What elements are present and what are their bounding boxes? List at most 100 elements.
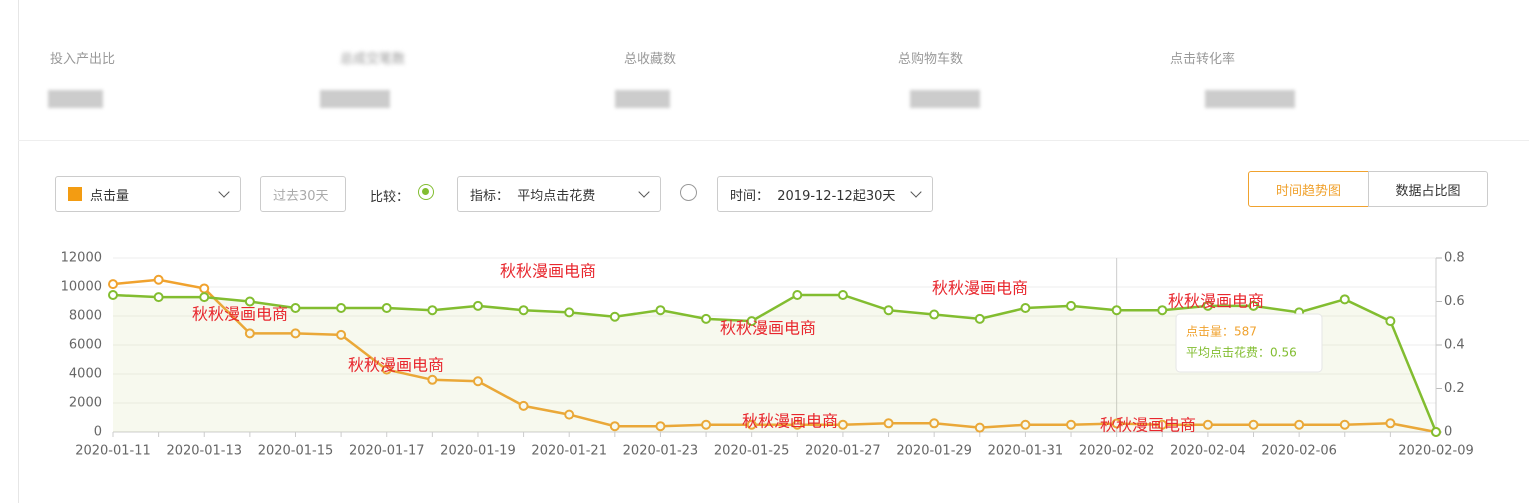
divider bbox=[18, 140, 1529, 141]
point bbox=[1202, 419, 1213, 430]
watermark: 秋秋漫画电商 bbox=[720, 319, 816, 338]
x-tick-label: 2020-01-29 bbox=[896, 444, 972, 459]
point bbox=[1248, 300, 1259, 311]
y-tick-label: 10000 bbox=[61, 280, 102, 295]
blurred-value bbox=[48, 90, 103, 108]
point bbox=[199, 292, 210, 303]
point bbox=[244, 296, 255, 307]
point bbox=[1339, 294, 1350, 305]
metric-label: 投入产出比 bbox=[50, 52, 116, 67]
point bbox=[1157, 419, 1168, 430]
y-tick-label: 12000 bbox=[61, 251, 102, 266]
x-tick-label: 2020-01-19 bbox=[440, 444, 516, 459]
point bbox=[381, 364, 392, 375]
x-tick-label: 2020-01-25 bbox=[714, 444, 790, 459]
border bbox=[18, 0, 19, 503]
point bbox=[655, 305, 666, 316]
point bbox=[883, 418, 894, 429]
point bbox=[1385, 418, 1396, 429]
point bbox=[1066, 300, 1077, 311]
metric-select[interactable]: 点击量 bbox=[55, 176, 241, 212]
select-text: 时间： 2019-12-12起30天 bbox=[730, 188, 896, 204]
point bbox=[1385, 316, 1396, 327]
point bbox=[1248, 419, 1259, 430]
x-tick-label: 2020-02-06 bbox=[1261, 444, 1337, 459]
indicator-select[interactable]: 指标： 平均点击花费 bbox=[457, 176, 661, 212]
y-tick-label: 4000 bbox=[69, 367, 102, 382]
radio[interactable] bbox=[680, 184, 697, 201]
point bbox=[381, 303, 392, 314]
point bbox=[929, 418, 940, 429]
watermark: 秋秋漫画电商 bbox=[192, 305, 288, 324]
point bbox=[336, 329, 347, 340]
point bbox=[1020, 303, 1031, 314]
point bbox=[199, 283, 210, 294]
point bbox=[564, 409, 575, 420]
watermark: 秋秋漫画电商 bbox=[348, 356, 444, 375]
point bbox=[746, 316, 757, 327]
point bbox=[1339, 419, 1350, 430]
point bbox=[1294, 419, 1305, 430]
y2-tick-label: 0.8 bbox=[1444, 251, 1465, 266]
tooltip-line: 平均点击花费：0.56 bbox=[1186, 345, 1297, 360]
y-tick-label: 6000 bbox=[69, 338, 102, 353]
watermark: 秋秋漫画电商 bbox=[500, 262, 596, 281]
x-tick-label: 2020-01-13 bbox=[166, 444, 242, 459]
point bbox=[792, 419, 803, 430]
radio-checked[interactable] bbox=[418, 184, 434, 200]
point bbox=[108, 289, 118, 300]
point bbox=[609, 311, 620, 322]
blurred-value bbox=[615, 90, 670, 108]
x-tick-label: 2020-02-04 bbox=[1170, 444, 1246, 459]
point bbox=[1066, 419, 1077, 430]
point bbox=[655, 421, 666, 432]
point bbox=[153, 292, 164, 303]
view-button[interactable]: 数据占比图 bbox=[1368, 171, 1488, 207]
point bbox=[746, 419, 757, 430]
x-tick-label: 2020-02-09 bbox=[1398, 444, 1474, 459]
point bbox=[1157, 305, 1168, 316]
x-tick-label: 2020-01-17 bbox=[349, 444, 425, 459]
point bbox=[883, 305, 894, 316]
y-tick-label: 8000 bbox=[69, 309, 102, 324]
point bbox=[518, 400, 529, 411]
point bbox=[929, 309, 940, 320]
x-tick-label: 2020-01-11 bbox=[75, 444, 151, 459]
point bbox=[427, 374, 438, 385]
area bbox=[113, 294, 1436, 432]
blurred-value bbox=[1205, 90, 1295, 108]
point bbox=[290, 328, 301, 339]
select-text: 指标： 平均点击花费 bbox=[470, 188, 596, 204]
point bbox=[1202, 300, 1213, 311]
point bbox=[244, 328, 255, 339]
x-tick-label: 2020-01-15 bbox=[258, 444, 334, 459]
point bbox=[701, 419, 712, 430]
y2-tick-label: 0.6 bbox=[1444, 294, 1465, 309]
metric-label: 点击转化率 bbox=[1170, 52, 1236, 67]
color-swatch bbox=[68, 187, 82, 201]
watermark: 秋秋漫画电商 bbox=[1100, 416, 1196, 435]
watermark: 秋秋漫画电商 bbox=[932, 279, 1028, 298]
line bbox=[112, 278, 1437, 434]
y2-tick-label: 0.4 bbox=[1444, 338, 1465, 353]
point bbox=[609, 421, 620, 432]
blurred-value bbox=[320, 90, 390, 108]
watermark: 秋秋漫画电商 bbox=[742, 412, 838, 431]
compare-label: 比较： bbox=[370, 190, 410, 205]
point bbox=[108, 279, 118, 290]
watermark: 秋秋漫画电商 bbox=[1168, 292, 1264, 311]
point bbox=[1431, 427, 1441, 437]
x-tick-label: 2020-01-27 bbox=[805, 444, 881, 459]
point bbox=[336, 303, 347, 314]
point bbox=[427, 305, 438, 316]
x-tick-label: 2020-01-31 bbox=[988, 444, 1064, 459]
point bbox=[518, 305, 529, 316]
period-button[interactable]: 过去30天 bbox=[260, 176, 346, 212]
select-text: 点击量 bbox=[90, 188, 130, 204]
point bbox=[290, 303, 301, 314]
line bbox=[112, 293, 1438, 433]
point bbox=[153, 274, 164, 285]
blurred-value bbox=[910, 90, 980, 108]
time-select[interactable]: 时间： 2019-12-12起30天 bbox=[717, 176, 933, 212]
